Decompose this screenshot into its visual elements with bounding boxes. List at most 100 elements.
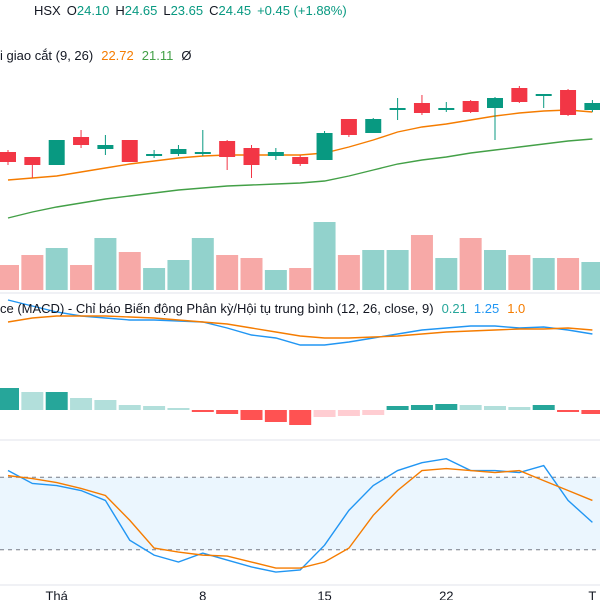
band-fill <box>0 477 600 550</box>
candle-body <box>560 90 577 115</box>
candle-body <box>487 98 503 108</box>
candle-body <box>316 133 333 160</box>
x-tick-label: 15 <box>317 588 331 600</box>
candle-body <box>0 152 16 162</box>
volume-bar <box>581 262 600 290</box>
candle-body <box>243 148 260 165</box>
histogram-bar <box>70 398 93 410</box>
candle-body <box>389 108 406 110</box>
candle-body <box>48 140 65 165</box>
ohlc-value: 24.10 <box>77 3 110 18</box>
volume-bar <box>0 265 19 290</box>
candle-body <box>219 141 236 157</box>
histogram-bar <box>508 407 531 410</box>
series-line <box>7 467 593 569</box>
volume-bar <box>70 265 93 290</box>
volume-bar <box>118 252 141 290</box>
ohlc-label: C <box>209 3 218 18</box>
candle-body <box>584 103 600 110</box>
volume-bar <box>435 258 458 290</box>
ohlc-legend: HSX O24.10 H24.65 L23.65 C24.45 +0.45 (+1.88%… <box>34 3 347 18</box>
volume-bar <box>386 250 409 290</box>
labels: HSX O24.10 H24.65 L23.65 C24.45 +0.45 (+1.88%… <box>0 3 596 600</box>
series-line <box>7 138 593 219</box>
candle-body <box>340 119 357 135</box>
series-line <box>7 457 593 573</box>
candle-body <box>413 103 430 113</box>
histogram-bar <box>410 405 433 410</box>
histogram-bar <box>45 392 68 410</box>
macd-title: ce (MACD) - Chỉ báo Biến động Phân kỳ/Hộ… <box>0 301 434 316</box>
volume-bar <box>216 255 239 290</box>
ohlc-value: 24.45 <box>219 3 252 18</box>
histogram-bar <box>216 410 239 414</box>
histogram-bar <box>313 410 336 417</box>
series-line <box>7 109 593 181</box>
macd-value: 1.25 <box>474 301 499 316</box>
candle-body <box>170 149 187 154</box>
histogram-bar <box>21 392 44 410</box>
candle-body <box>73 137 90 145</box>
series-line <box>7 299 593 346</box>
indicator-value: 22.72 <box>101 48 134 63</box>
histogram-bar <box>337 410 360 416</box>
volume-bar <box>410 235 433 290</box>
candle-body <box>365 119 382 133</box>
volume-bar <box>508 255 531 290</box>
volume-bar <box>94 238 117 290</box>
candle-body <box>146 154 163 156</box>
change: +0.45 (+1.88%) <box>257 3 347 18</box>
macd-legend: ce (MACD) - Chỉ báo Biến động Phân kỳ/Hộ… <box>0 301 525 316</box>
volume-bar <box>167 260 190 290</box>
volume-bar <box>484 250 506 290</box>
histogram-bar <box>532 405 555 410</box>
histogram-bar <box>264 410 287 422</box>
exchange: HSX <box>34 3 61 18</box>
ohlc-value: 23.65 <box>171 3 204 18</box>
histogram-bar <box>191 410 214 412</box>
ohlc-value: 24.65 <box>125 3 158 18</box>
volume-bar <box>143 268 166 290</box>
candle-body <box>267 152 284 156</box>
histogram-bar <box>362 410 385 415</box>
candle-body <box>24 157 41 165</box>
indicator-value: 21.11 <box>142 48 174 63</box>
volume-bar <box>362 250 385 290</box>
volume-bar <box>264 270 287 290</box>
histogram-bar <box>435 404 458 410</box>
histogram-bar <box>386 406 409 410</box>
x-tick-label: T <box>588 588 596 600</box>
histogram-bar <box>459 405 482 410</box>
x-tick-label: 22 <box>439 588 453 600</box>
volume-bar <box>532 258 555 290</box>
volume-bar <box>337 255 360 290</box>
x-tick-label: Thá <box>45 588 68 600</box>
volume-bar <box>45 248 68 290</box>
x-tick-label: 8 <box>199 588 206 600</box>
histogram-bar <box>118 405 141 410</box>
volume-bar <box>21 255 44 290</box>
volume-bar <box>289 268 312 290</box>
volume-bar <box>557 258 580 290</box>
candle-body <box>97 145 114 149</box>
histogram-bar <box>557 410 580 412</box>
macd-value: 1.0 <box>507 301 525 316</box>
candle-body <box>462 101 479 112</box>
candle-body <box>438 108 455 110</box>
candle-body <box>511 88 528 102</box>
histogram-bar <box>167 408 190 410</box>
candle-body <box>194 152 211 154</box>
macd-value: 0.21 <box>442 301 467 316</box>
candle-body <box>292 157 309 164</box>
indicator-legend: i giao cắt (9, 26) 22.72 21.11 Ø <box>0 48 191 63</box>
histogram-bar <box>240 410 263 420</box>
candle-body <box>535 94 552 96</box>
volume-bar <box>313 222 336 290</box>
histogram-bar <box>94 400 117 410</box>
histogram-bar <box>143 406 166 410</box>
ohlc-label: O <box>67 3 77 18</box>
histogram-bar <box>289 410 312 425</box>
indicator-title: i giao cắt (9, 26) <box>0 48 93 63</box>
ohlc-label: H <box>115 3 124 18</box>
